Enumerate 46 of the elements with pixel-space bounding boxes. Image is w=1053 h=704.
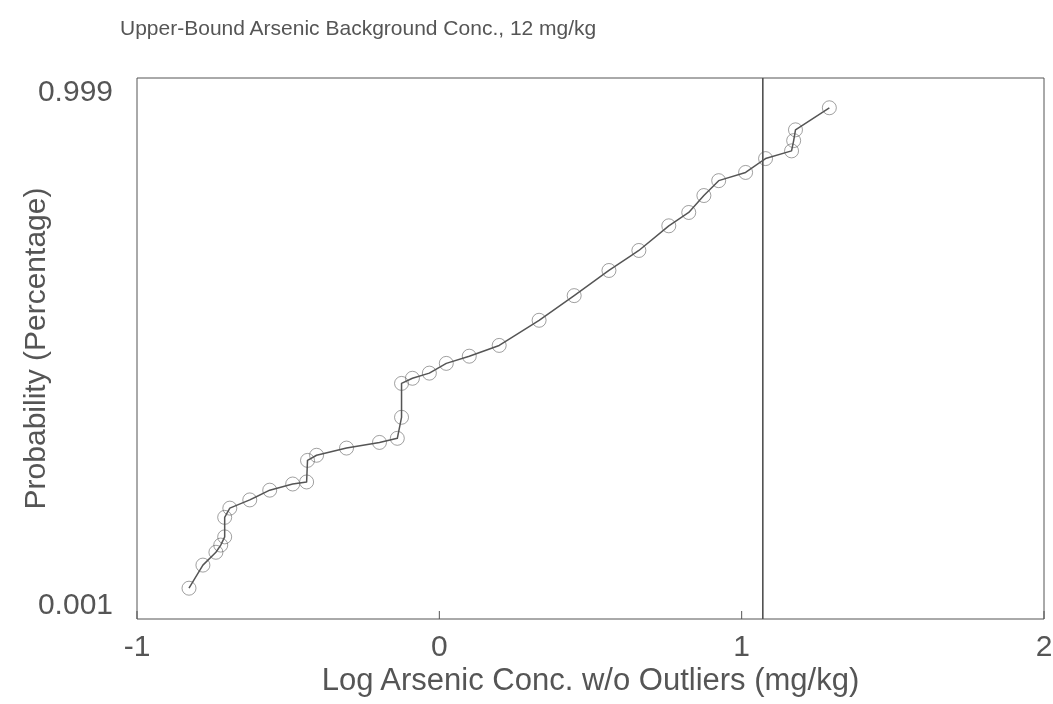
point <box>299 474 315 490</box>
point <box>262 482 278 498</box>
x-tick-label: 1 <box>733 629 751 663</box>
point <box>394 376 409 391</box>
point <box>601 263 617 278</box>
y-axis-title: Probability (Percentage) <box>17 187 51 510</box>
point <box>242 492 258 508</box>
point <box>285 476 301 492</box>
point <box>309 447 324 463</box>
point <box>213 537 229 553</box>
x-tick-label: -1 <box>123 629 151 663</box>
point <box>711 173 727 189</box>
point <box>217 509 233 525</box>
point <box>339 440 354 456</box>
point <box>438 355 454 371</box>
point <box>394 409 409 425</box>
point <box>405 370 420 386</box>
point <box>821 100 837 116</box>
point <box>738 165 753 180</box>
point <box>421 365 437 381</box>
chart-title: Upper-Bound Arsenic Background Conc., 12 mg/kg <box>120 16 597 40</box>
point <box>681 205 697 220</box>
y-tick-label: 0.001 <box>37 586 113 620</box>
point <box>566 288 582 304</box>
point <box>461 348 477 364</box>
x-axis-title: Log Arsenic Conc. w/o Outliers (mg/kg) <box>321 662 860 697</box>
point <box>372 435 387 450</box>
point <box>208 544 224 560</box>
point <box>389 430 405 446</box>
point <box>222 500 238 516</box>
point <box>631 243 647 258</box>
point <box>786 133 802 149</box>
point <box>758 151 773 166</box>
point <box>181 580 197 596</box>
point <box>217 529 233 545</box>
point <box>784 143 799 159</box>
point <box>661 218 677 234</box>
point <box>788 122 803 138</box>
point <box>300 453 315 468</box>
x-tick-label: 0 <box>430 629 448 663</box>
point <box>531 312 547 328</box>
x-tick-label: 2 <box>1035 629 1053 663</box>
point <box>696 188 712 203</box>
point <box>195 557 211 573</box>
point <box>491 338 507 353</box>
y-tick-label: 0.999 <box>37 74 113 108</box>
